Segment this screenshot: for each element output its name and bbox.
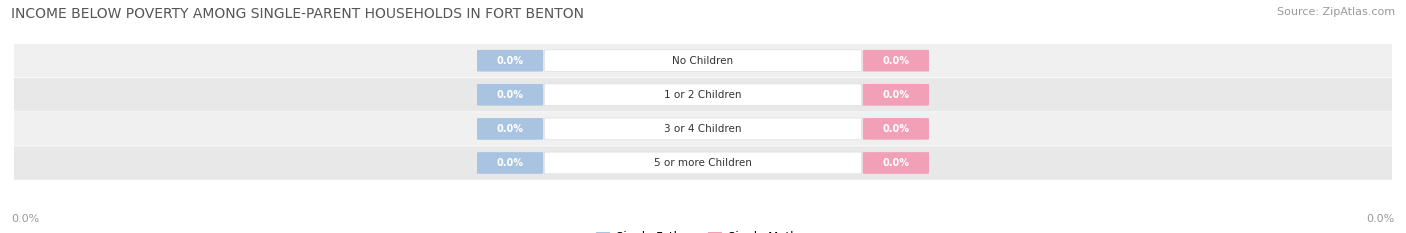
FancyBboxPatch shape: [0, 112, 1406, 146]
FancyBboxPatch shape: [863, 118, 929, 140]
Text: 3 or 4 Children: 3 or 4 Children: [664, 124, 742, 134]
FancyBboxPatch shape: [544, 50, 862, 72]
FancyBboxPatch shape: [477, 118, 543, 140]
FancyBboxPatch shape: [863, 152, 929, 174]
Text: 0.0%: 0.0%: [883, 124, 910, 134]
Text: 0.0%: 0.0%: [496, 158, 523, 168]
FancyBboxPatch shape: [477, 50, 543, 72]
Text: 0.0%: 0.0%: [496, 90, 523, 100]
FancyBboxPatch shape: [863, 50, 929, 72]
FancyBboxPatch shape: [477, 84, 543, 106]
Legend: Single Father, Single Mother: Single Father, Single Mother: [592, 226, 814, 233]
FancyBboxPatch shape: [544, 118, 862, 140]
FancyBboxPatch shape: [544, 84, 862, 106]
FancyBboxPatch shape: [0, 44, 1406, 77]
Text: INCOME BELOW POVERTY AMONG SINGLE-PARENT HOUSEHOLDS IN FORT BENTON: INCOME BELOW POVERTY AMONG SINGLE-PARENT…: [11, 7, 585, 21]
Text: 0.0%: 0.0%: [496, 124, 523, 134]
Text: Source: ZipAtlas.com: Source: ZipAtlas.com: [1277, 7, 1395, 17]
Text: 0.0%: 0.0%: [1367, 214, 1395, 224]
Text: 0.0%: 0.0%: [496, 56, 523, 66]
Text: 5 or more Children: 5 or more Children: [654, 158, 752, 168]
Text: No Children: No Children: [672, 56, 734, 66]
FancyBboxPatch shape: [477, 152, 543, 174]
Text: 0.0%: 0.0%: [883, 56, 910, 66]
FancyBboxPatch shape: [544, 152, 862, 174]
Text: 0.0%: 0.0%: [883, 158, 910, 168]
Text: 0.0%: 0.0%: [11, 214, 39, 224]
FancyBboxPatch shape: [0, 78, 1406, 112]
FancyBboxPatch shape: [0, 146, 1406, 180]
Text: 1 or 2 Children: 1 or 2 Children: [664, 90, 742, 100]
Text: 0.0%: 0.0%: [883, 90, 910, 100]
FancyBboxPatch shape: [863, 84, 929, 106]
